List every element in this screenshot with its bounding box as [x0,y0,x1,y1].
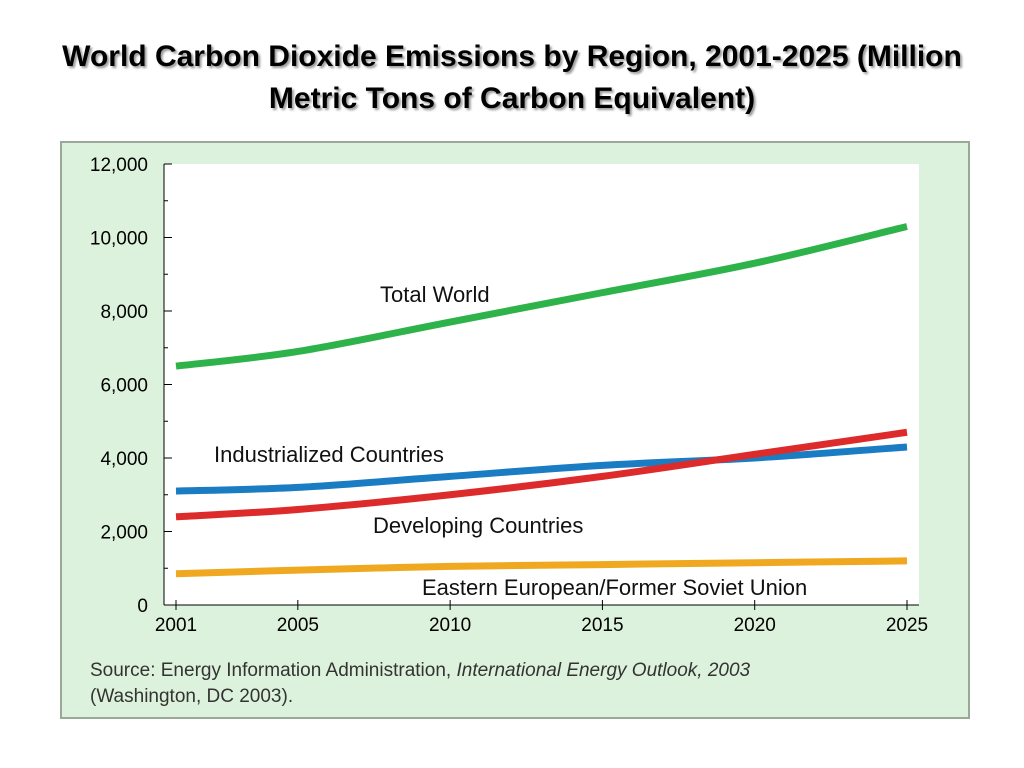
series-line [175,443,908,495]
series-line [175,223,908,370]
y-tick-label: 4,000 [100,449,148,470]
y-tick-label: 6,000 [100,376,148,397]
series-label: Eastern European/Former Soviet Union [422,575,807,600]
y-tick-label: 12,000 [90,155,148,176]
y-tick-label: 8,000 [100,302,148,323]
y-tick-label: 0 [137,596,148,617]
x-tick-label: 2020 [734,615,776,636]
series-line [175,557,908,578]
line-chart: 0 2,000 4,000 6,000 8,000 10,000 12,000 2001 200… [90,155,928,636]
x-tick-label: 2015 [581,615,623,636]
x-tick-label: 2010 [429,615,471,636]
x-tick-label: 2001 [155,615,197,636]
y-tick-label: 10,000 [90,229,148,250]
chart-title: World Carbon Dioxide Emissions by Region… [62,40,962,115]
series-label: Developing Countries [373,513,583,538]
series-label: Industrialized Countries [214,442,444,467]
series-label: Total World [380,282,490,307]
plot-background [164,164,919,605]
source-suffix: (Washington, DC 2003). [90,686,294,707]
x-tick-label: 2025 [886,615,928,636]
source-note: Source: Energy Information Administratio… [90,658,750,710]
series-line [175,428,908,521]
y-tick-label: 2,000 [100,523,148,544]
x-tick-label: 2005 [277,615,319,636]
chart-panel: 0 2,000 4,000 6,000 8,000 10,000 12,000 2001 200… [60,141,970,719]
source-prefix: Source: Energy Information Administratio… [90,660,457,681]
source-publication: International Energy Outlook, 2003 [456,660,751,681]
